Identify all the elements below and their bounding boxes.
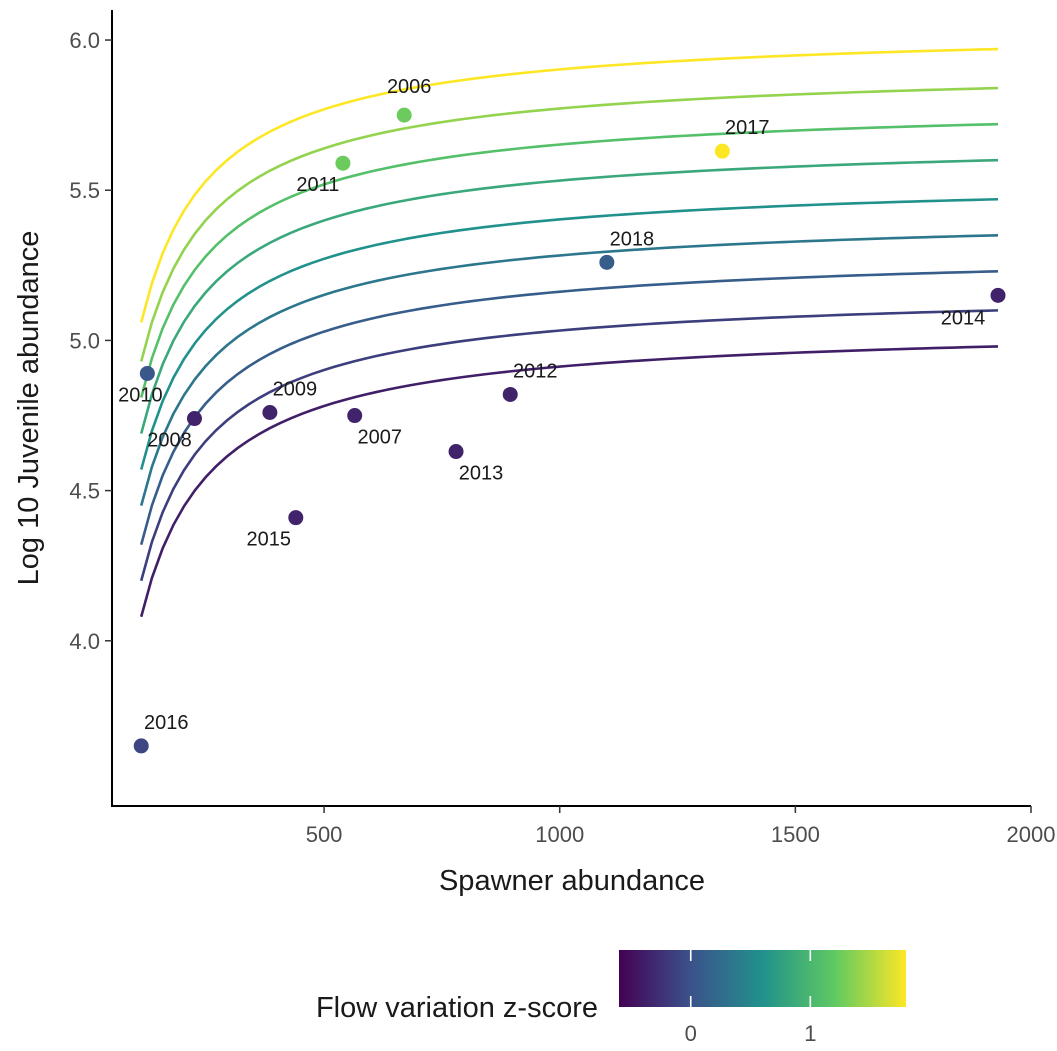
point-label-2007: 2007	[357, 427, 402, 449]
point-label-2013: 2013	[459, 463, 504, 485]
x-tick-label-500: 500	[306, 822, 343, 847]
point-label-2015: 2015	[247, 529, 292, 551]
point-2017	[714, 143, 730, 159]
fitted-curve-2	[139, 309, 999, 582]
point-label-2012: 2012	[513, 360, 558, 382]
y-tick-label-4.5: 4.5	[69, 479, 100, 504]
point-2016	[133, 738, 149, 754]
fitted-curve-8	[139, 86, 999, 362]
point-label-2018: 2018	[610, 228, 655, 250]
fitted-curve-7	[139, 122, 999, 398]
legend-title: Flow variation z-score	[316, 992, 598, 1024]
fitted-curve-1	[139, 345, 999, 618]
x-tick-label-1000: 1000	[535, 822, 584, 847]
point-2007	[347, 408, 363, 424]
x-tick-label-1500: 1500	[771, 822, 820, 847]
point-label-2010: 2010	[118, 384, 163, 406]
point-label-2006: 2006	[387, 76, 432, 98]
legend-tick-label-1: 1	[804, 1021, 816, 1046]
legend-colorbar	[619, 950, 906, 1007]
x-tick-label-2000: 2000	[1007, 822, 1056, 847]
point-2013	[448, 444, 464, 460]
point-2015	[288, 510, 304, 526]
point-2009	[262, 405, 278, 421]
point-label-2009: 2009	[273, 379, 318, 401]
point-2011	[335, 155, 351, 171]
point-2010	[139, 365, 155, 381]
point-2006	[396, 107, 412, 123]
fitted-curve-9	[139, 47, 999, 323]
point-2008	[186, 411, 202, 427]
fitted-curve-4	[139, 233, 999, 506]
y-axis-title: Log 10 Juvenile abundance	[13, 231, 45, 586]
x-axis-title: Spawner abundance	[439, 865, 705, 897]
point-label-2016: 2016	[144, 712, 189, 734]
y-tick-label-5.0: 5.0	[69, 328, 100, 353]
point-label-2017: 2017	[725, 117, 770, 139]
fitted-curves	[139, 47, 999, 618]
fitted-curve-6	[139, 158, 999, 434]
y-tick-label-5.5: 5.5	[69, 178, 100, 203]
legend-tick-label-0: 0	[685, 1021, 697, 1046]
point-label-2008: 2008	[147, 430, 192, 452]
fitted-curve-3	[139, 270, 999, 546]
point-label-2014: 2014	[941, 307, 986, 329]
axis-ticks: 500 1000 1500 2000 4.0 4.5 5.0 5.5 6.0	[69, 28, 1055, 847]
point-2014	[990, 287, 1006, 303]
point-2012	[502, 386, 518, 402]
point-label-2011: 2011	[296, 174, 339, 196]
fitted-curve-5	[139, 197, 999, 470]
axes	[111, 10, 1031, 807]
y-tick-label-6.0: 6.0	[69, 28, 100, 53]
y-tick-label-4.0: 4.0	[69, 629, 100, 654]
point-labels: 2006 2007 2008 2009 2010 2011 2012 2013 2014 2015…	[118, 76, 985, 734]
point-2018	[599, 254, 615, 270]
data-points	[133, 107, 1006, 754]
